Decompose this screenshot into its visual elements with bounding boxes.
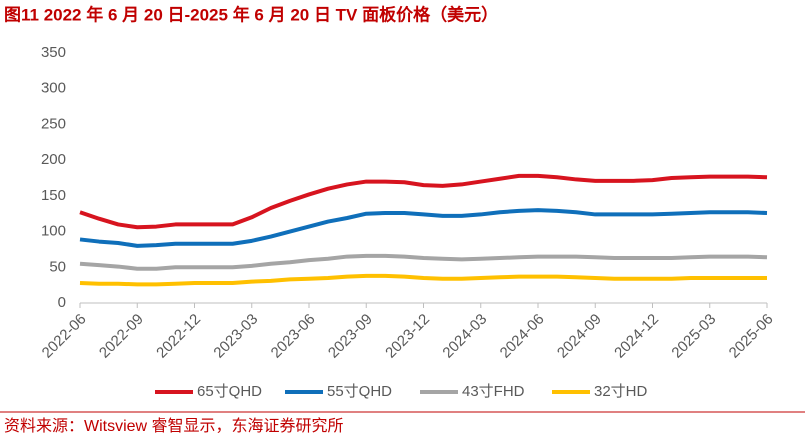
y-tick-label: 0	[58, 294, 66, 311]
series-line	[79, 253, 768, 271]
chart-title: 图11 2022 年 6 月 20 日-2025 年 6 月 20 日 TV 面…	[4, 4, 498, 24]
y-tick-label: 200	[41, 151, 66, 168]
source: 资料来源：Witsview 睿智显示，东海证券研究所	[4, 417, 344, 435]
x-tick-label: 2025-03	[668, 311, 719, 362]
legend-label: 55寸QHD	[327, 383, 392, 400]
x-tick-label: 2024-09	[554, 311, 605, 362]
x-tick-label: 2023-06	[268, 311, 319, 362]
x-tick-label: 2022-06	[39, 311, 90, 362]
series-line	[79, 208, 768, 248]
y-tick-label: 50	[49, 258, 66, 275]
x-tick-label: 2024-06	[497, 311, 548, 362]
y-tick-label: 100	[41, 223, 66, 240]
y-tick-label: 300	[41, 80, 66, 97]
series-line	[79, 173, 768, 230]
x-tick-label: 2023-09	[325, 311, 376, 362]
x-tick-label: 2024-03	[439, 311, 490, 362]
y-tick-label: 350	[41, 44, 66, 61]
x-tick-label: 2022-09	[96, 311, 147, 362]
x-tick-label: 2022-12	[153, 311, 204, 362]
x-tick-label: 2024-12	[611, 311, 662, 362]
y-tick-label: 150	[41, 187, 66, 204]
series-line	[79, 273, 767, 287]
y-tick-label: 250	[41, 115, 66, 132]
x-tick-label: 2025-06	[726, 311, 777, 362]
legend-label: 43寸FHD	[462, 383, 525, 400]
x-tick-label: 2023-12	[382, 311, 433, 362]
legend-label: 32寸HD	[594, 383, 648, 400]
legend-label: 65寸QHD	[197, 383, 262, 400]
x-tick-label: 2023-03	[210, 311, 261, 362]
